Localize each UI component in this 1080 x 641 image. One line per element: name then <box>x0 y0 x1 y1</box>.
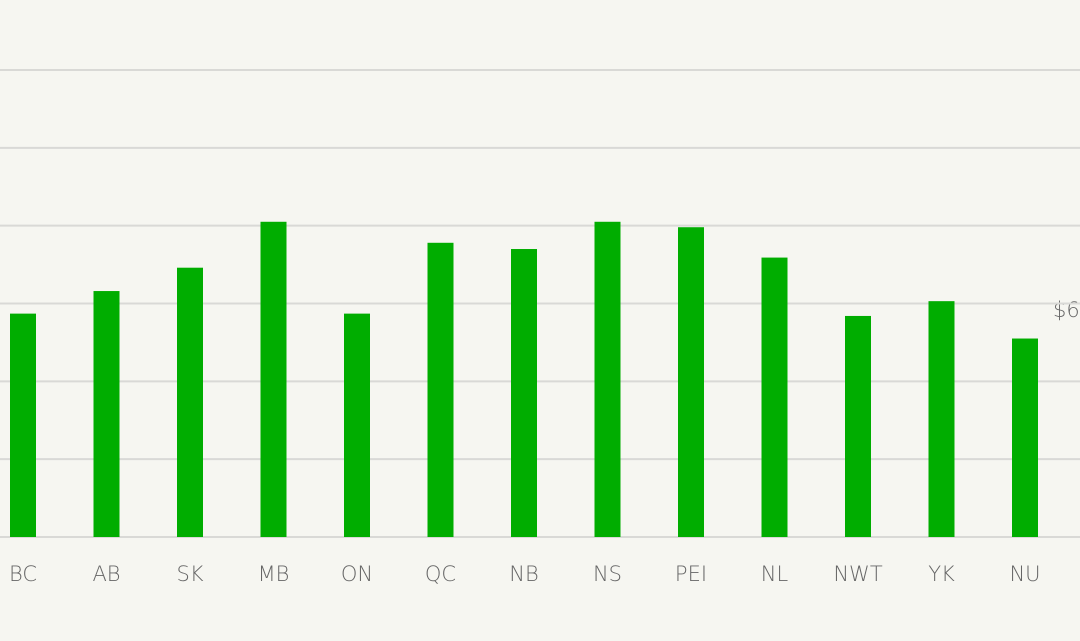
bar <box>761 257 788 537</box>
bar <box>845 315 871 537</box>
x-tick-label: SK <box>176 562 203 586</box>
x-tick-label: QC <box>425 562 456 586</box>
bar <box>260 221 287 537</box>
x-tick-label: NS <box>593 562 622 586</box>
x-tick-label: YK <box>928 562 955 586</box>
bar <box>678 227 704 537</box>
bar <box>594 221 621 537</box>
bar <box>928 301 955 537</box>
x-tick-label: BC <box>9 562 37 586</box>
x-tick-label: NWT <box>833 562 882 586</box>
bar <box>427 242 454 538</box>
annotation: $6 <box>1053 298 1080 322</box>
x-tick-label: ON <box>341 562 373 586</box>
x-tick-label: NB <box>509 562 538 586</box>
bar <box>10 313 36 537</box>
bar <box>1012 338 1038 537</box>
x-tick-label: NL <box>761 562 789 586</box>
x-tick-label: PEI <box>675 562 707 586</box>
bar <box>93 291 120 537</box>
bar <box>344 313 370 537</box>
x-tick-label: NU <box>1009 562 1040 586</box>
bar <box>511 249 537 537</box>
bar <box>177 267 203 537</box>
x-tick-label: AB <box>92 562 120 586</box>
x-tick-label: MB <box>258 562 290 586</box>
